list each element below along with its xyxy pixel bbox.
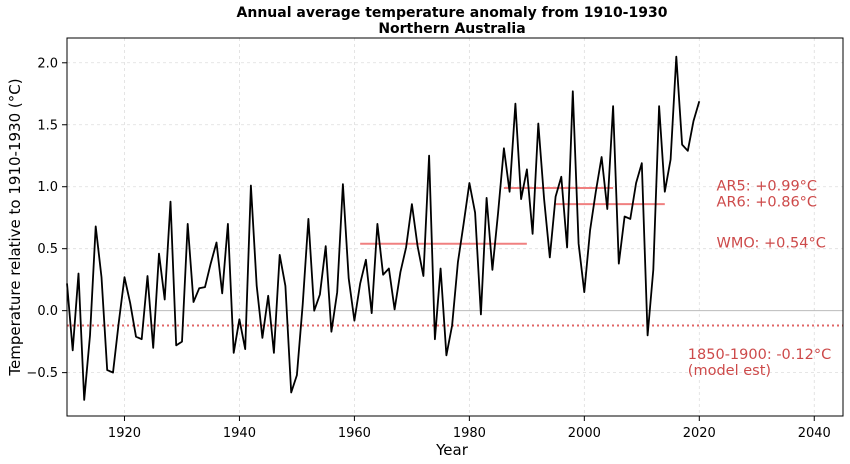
chart-title: Annual average temperature anomaly from … — [237, 5, 668, 21]
annotation-label: WMO: +0.54°C — [717, 235, 826, 251]
x-tick-label: 2000 — [568, 426, 601, 441]
x-tick-label: 2020 — [683, 426, 716, 441]
y-tick-label: −0.5 — [26, 366, 58, 381]
plot-frame — [66, 37, 844, 417]
x-tick-label: 1960 — [338, 426, 371, 441]
annotation-label: (model est) — [688, 363, 771, 379]
y-tick-label: 1.0 — [37, 180, 58, 195]
series-layer — [66, 55, 701, 401]
y-tick-label: 0.0 — [37, 304, 58, 319]
chart-subtitle: Northern Australia — [378, 21, 525, 37]
y-tick-label: 2.0 — [37, 56, 58, 71]
x-tick-label: 2040 — [798, 426, 831, 441]
x-tick-label: 1940 — [223, 426, 256, 441]
x-tick-label: 1920 — [108, 426, 141, 441]
temperature-series-line — [66, 55, 701, 401]
annotation-label: 1850-1900: -0.12°C — [688, 347, 831, 363]
y-tick-label: 0.5 — [37, 242, 58, 257]
x-tick-label: 1980 — [453, 426, 486, 441]
y-tick-label: 1.5 — [37, 118, 58, 133]
ticks: 1920 1940 1960 1980 2000 2020 2040 −0.5 0.0 0.5 1.… — [26, 56, 830, 441]
y-axis-label: Temperature relative to 1910-1930 (°C) — [6, 78, 24, 376]
annotation-label: AR5: +0.99°C — [717, 178, 818, 194]
annotation-label: AR6: +0.86°C — [717, 195, 818, 211]
x-axis-label: Year — [435, 441, 469, 459]
grid — [67, 38, 843, 416]
